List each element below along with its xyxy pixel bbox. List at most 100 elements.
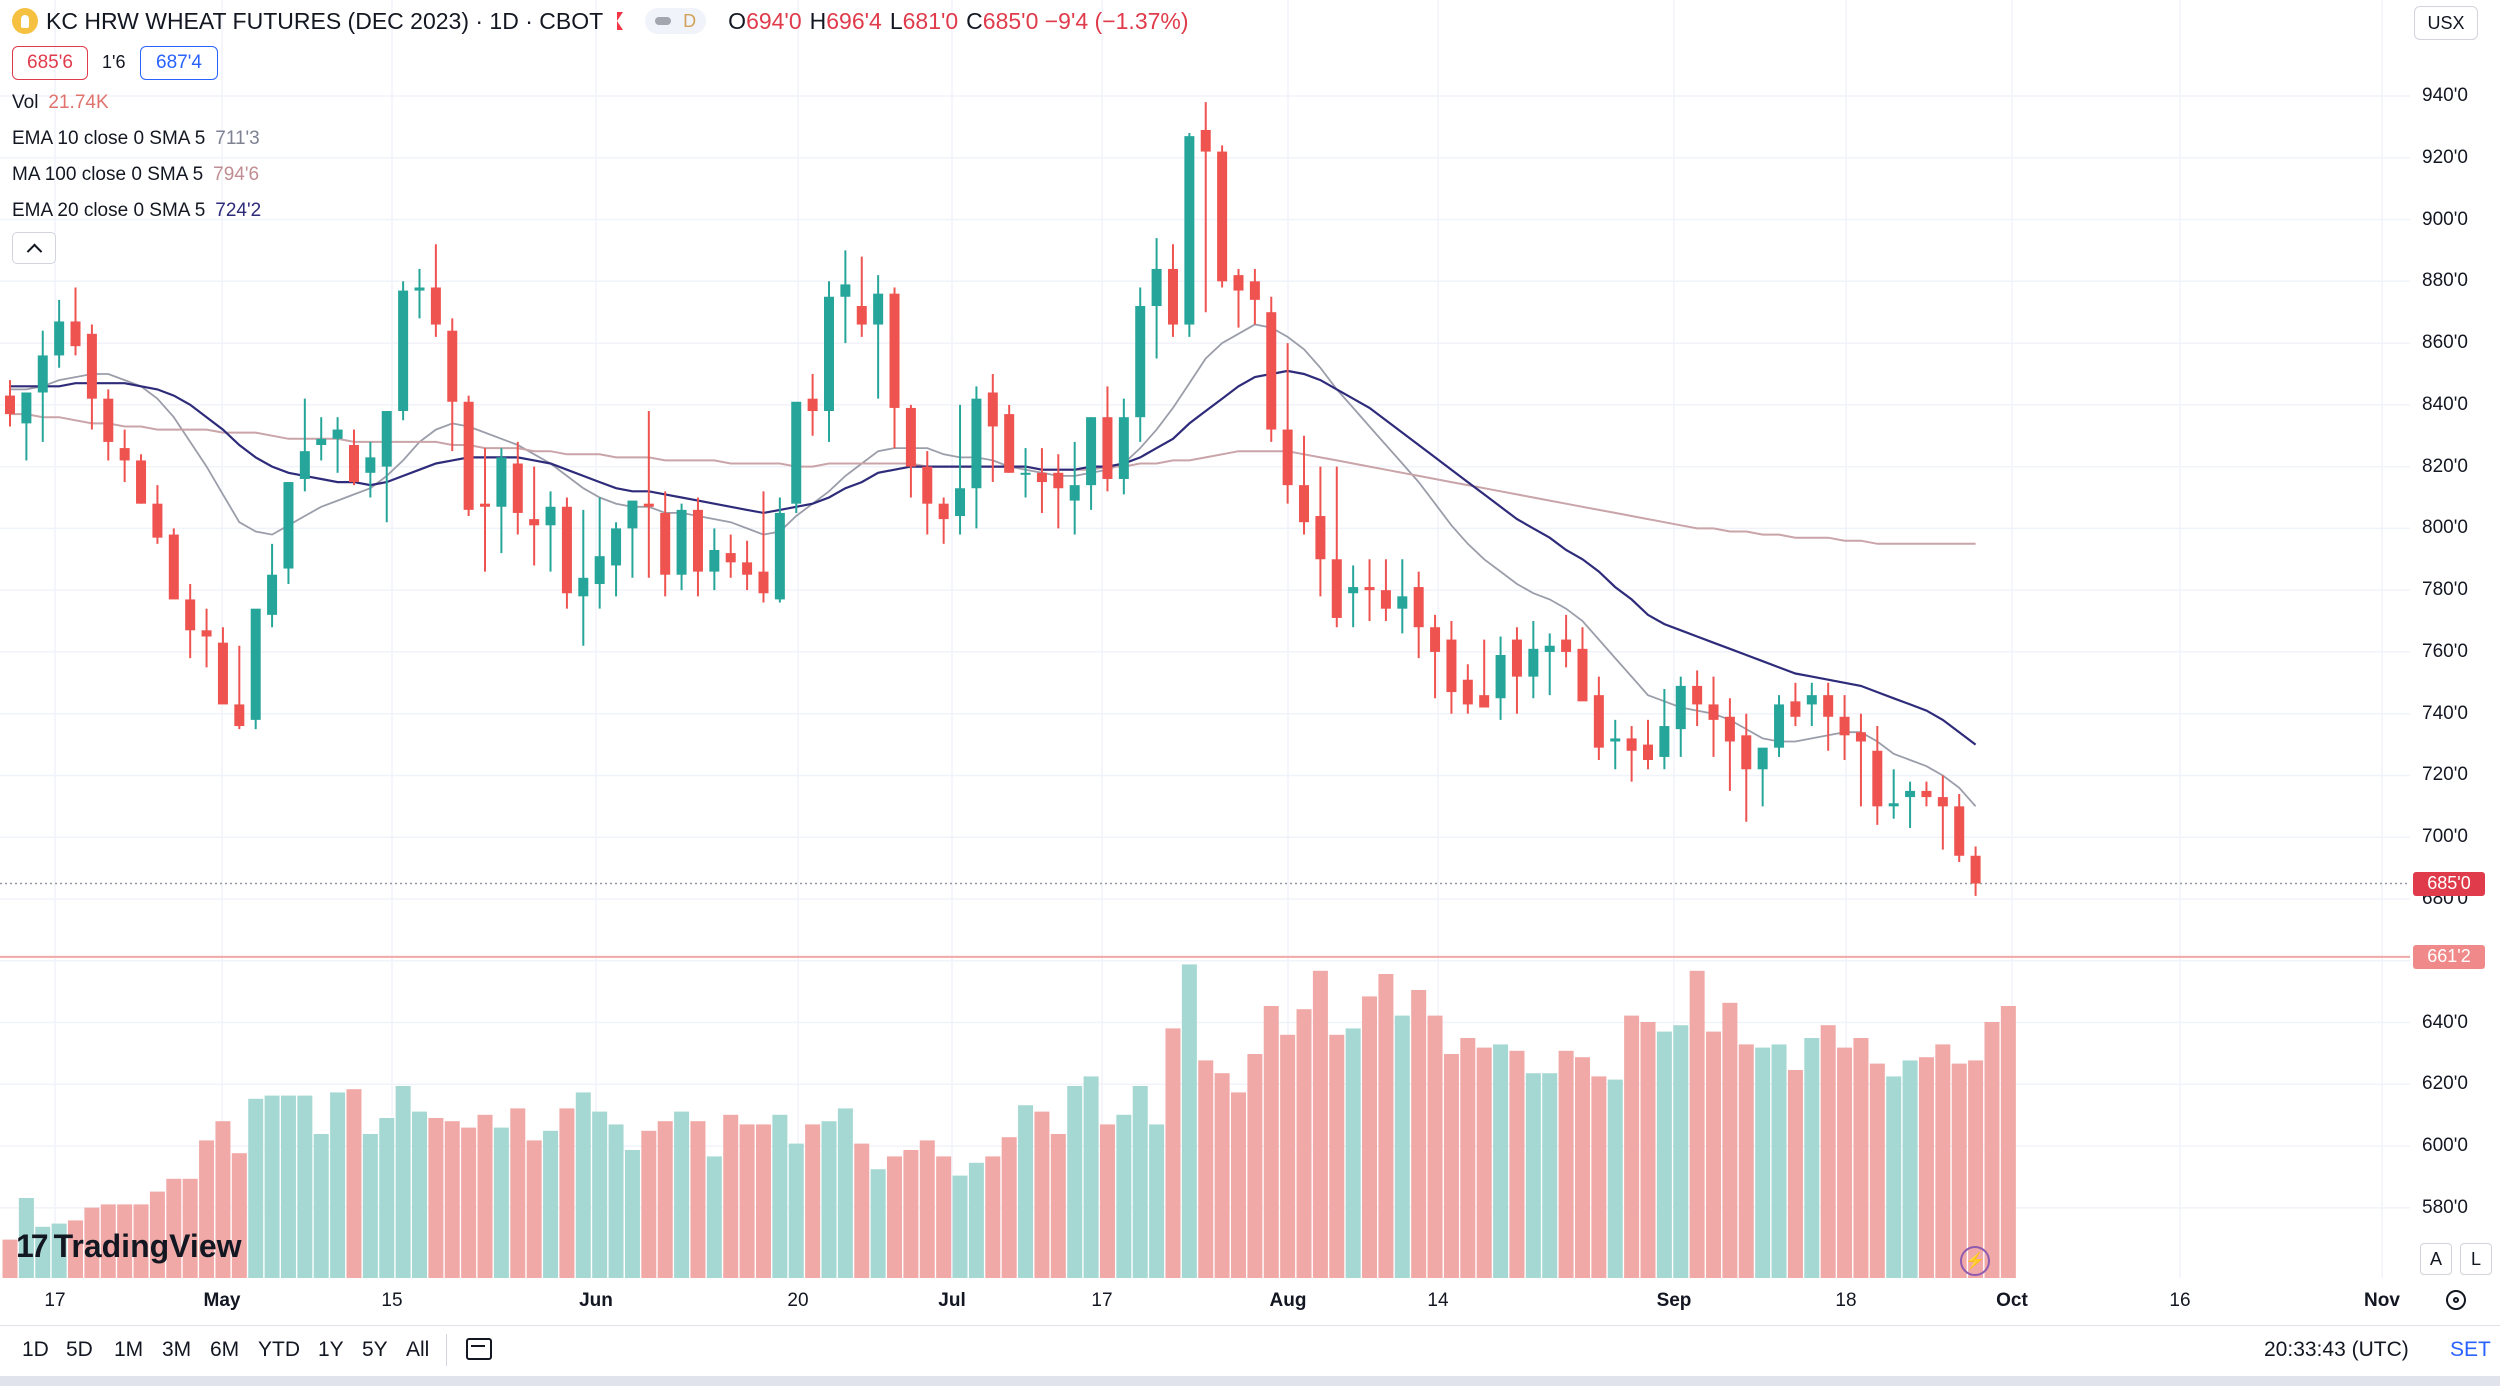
volume-bar: [1001, 1137, 1017, 1278]
volume-bar: [805, 1124, 821, 1278]
candle-body: [529, 519, 540, 526]
range-6m[interactable]: 6M: [210, 1338, 240, 1361]
candle-body: [1086, 417, 1097, 486]
volume-bar: [1214, 1073, 1230, 1278]
candle-body: [1331, 559, 1342, 618]
buy-price-button[interactable]: 687'4: [140, 46, 218, 80]
candle-body: [1184, 136, 1195, 325]
time-axis-label: 17: [1091, 1290, 1113, 1311]
symbol-title[interactable]: KC HRW WHEAT FUTURES (DEC 2023) · 1D · C…: [46, 7, 604, 34]
volume-bar: [1706, 1031, 1722, 1278]
time-axis-label: 14: [1427, 1290, 1449, 1311]
collapse-legend-button[interactable]: [12, 232, 56, 264]
volume-bar: [1394, 1015, 1410, 1278]
candle-body: [955, 488, 966, 517]
range-5d[interactable]: 5D: [66, 1338, 93, 1361]
candle-body: [692, 509, 703, 572]
bottom-strip: [0, 1376, 2500, 1386]
time-axis-label: Jun: [579, 1290, 613, 1311]
go-to-date-icon[interactable]: [466, 1338, 492, 1360]
volume-bar: [641, 1130, 657, 1278]
log-scale-button[interactable]: L: [2460, 1243, 2492, 1275]
spread-value: 1'6: [102, 52, 126, 72]
volume-bar: [461, 1127, 477, 1278]
candle-body: [824, 296, 834, 412]
indicator-ma100[interactable]: MA 100 close 0 SMA 5 794'6: [12, 164, 260, 185]
candle-body: [1397, 596, 1408, 609]
volume-bar: [674, 1111, 690, 1278]
candle-body: [1069, 485, 1080, 501]
candle-body: [1774, 704, 1785, 748]
price-axis-label: 840'0: [2422, 393, 2468, 415]
volume-bar: [1935, 1044, 1951, 1278]
indicator-volume[interactable]: Vol 21.74K: [12, 92, 109, 113]
symbol-legend[interactable]: KC HRW WHEAT FUTURES (DEC 2023) · 1D · C…: [12, 6, 1189, 36]
session-set-button[interactable]: SET: [2450, 1338, 2491, 1361]
volume-bar: [412, 1111, 427, 1278]
chart-plot-area[interactable]: [0, 0, 2500, 1320]
volume-bar: [166, 1178, 182, 1278]
price-axis-label: 640'0: [2422, 1011, 2468, 1033]
candle-body: [21, 392, 32, 424]
candle-body: [1708, 704, 1719, 720]
price-axis-label: 720'0: [2422, 764, 2468, 786]
time-axis-label: May: [203, 1290, 241, 1311]
candle-body: [447, 330, 458, 402]
range-1y[interactable]: 1Y: [318, 1338, 344, 1361]
volume-bar: [1198, 1060, 1214, 1278]
auto-scale-button[interactable]: A: [2420, 1243, 2452, 1275]
time-axis-label: 15: [381, 1290, 403, 1311]
candle-body: [136, 460, 147, 504]
candle-body: [1217, 151, 1228, 282]
currency-button[interactable]: USX: [2414, 6, 2478, 40]
pill-label: D: [683, 10, 697, 31]
candle-body: [889, 293, 900, 408]
visibility-pill[interactable]: D: [645, 8, 707, 34]
range-1d[interactable]: 1D: [22, 1338, 49, 1361]
alert-price-tag[interactable]: 661'2: [2413, 944, 2485, 969]
lightning-icon[interactable]: ⚡: [1960, 1246, 1990, 1276]
volume-bar: [133, 1204, 149, 1278]
flag-icon[interactable]: [617, 12, 624, 30]
candle-body: [1855, 732, 1866, 742]
range-3m[interactable]: 3M: [162, 1338, 192, 1361]
volume-bar: [952, 1175, 968, 1278]
volume-bar: [2000, 1006, 2016, 1278]
volume-bar: [428, 1118, 444, 1278]
candle-body: [1004, 414, 1015, 473]
settings-gear-icon[interactable]: [2446, 1290, 2466, 1310]
candle-body: [1511, 639, 1522, 677]
candle-body: [1200, 129, 1211, 152]
candle-body: [119, 448, 130, 461]
volume-bar: [477, 1114, 493, 1278]
volume-bar: [821, 1121, 837, 1278]
volume-bar: [1640, 1022, 1656, 1278]
candle-body: [1937, 797, 1948, 807]
range-5y[interactable]: 5Y: [362, 1338, 388, 1361]
candle-body: [201, 630, 212, 637]
candle-body: [1118, 417, 1129, 479]
sell-price-button[interactable]: 685'6: [12, 46, 88, 80]
indicator-ema20[interactable]: EMA 20 close 0 SMA 5 724'2: [12, 200, 262, 221]
candle-body: [316, 438, 327, 445]
candle-body: [1659, 726, 1670, 757]
range-ytd[interactable]: YTD: [258, 1338, 300, 1361]
indicator-ema10[interactable]: EMA 10 close 0 SMA 5 711'3: [12, 128, 260, 149]
volume-bar: [1116, 1114, 1132, 1278]
range-all[interactable]: All: [406, 1338, 430, 1361]
candle-body: [1593, 695, 1604, 748]
range-1m[interactable]: 1M: [114, 1338, 144, 1361]
volume-bar: [149, 1191, 165, 1278]
candle-body: [1364, 587, 1375, 591]
candle-body: [1888, 803, 1899, 807]
price-axis-label: 740'0: [2422, 702, 2468, 724]
candle-body: [414, 287, 425, 291]
time-axis-label: Oct: [1996, 1290, 2028, 1311]
volume-bar: [657, 1121, 673, 1278]
volume-bar: [1263, 1006, 1279, 1278]
clock-display[interactable]: 20:33:43 (UTC): [2264, 1338, 2409, 1361]
candle-body: [1872, 750, 1883, 807]
volume-bar: [1378, 974, 1394, 1278]
candle-body: [496, 457, 507, 507]
candle-body: [1036, 472, 1047, 483]
